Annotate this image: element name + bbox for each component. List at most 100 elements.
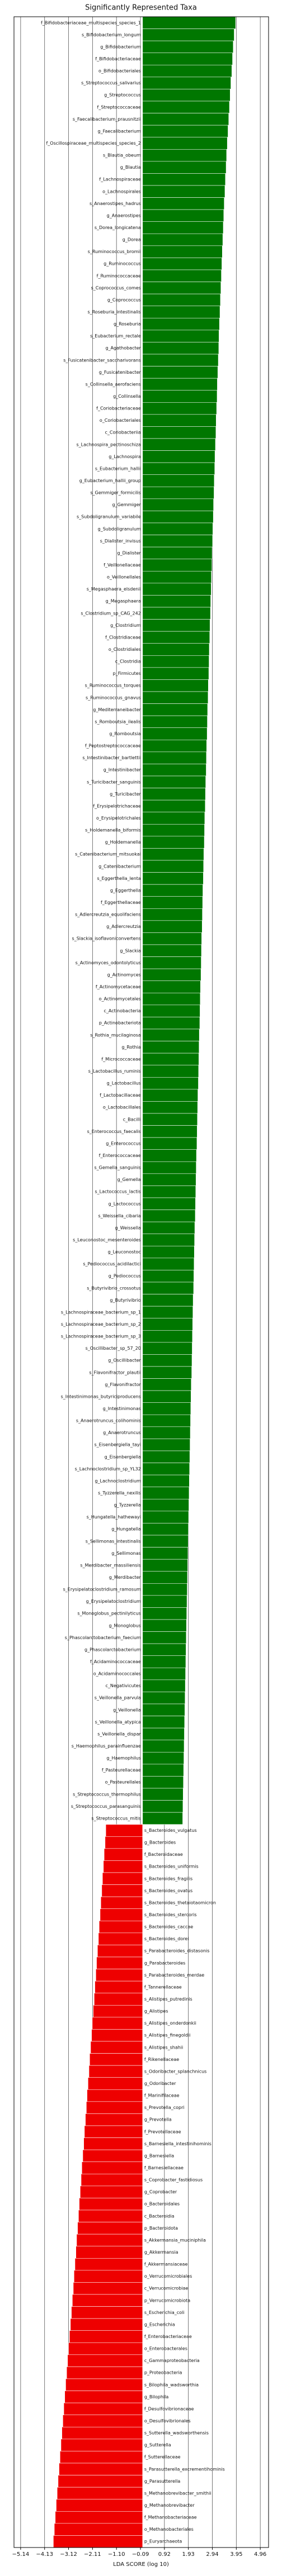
bar [142,896,203,909]
bar [142,1318,193,1331]
y-tick-label: g_Monoglobus [109,1623,140,1628]
bar [142,1221,195,1235]
bar [142,908,203,921]
y-tick-label: c_Clostridia [115,659,141,664]
bar [142,1535,189,1547]
y-tick-label: f_Coriobacteriaceae [96,406,141,411]
y-tick-label: f_Lactobacillaceae [100,1093,141,1098]
y-tick-label: g_Oscillibacter [108,1358,141,1363]
bar [142,378,218,391]
y-tick-label: g_Anaerotruncus [103,1430,141,1435]
y-tick-label: s_Catenibacterium_mitsuokai [75,852,141,857]
bar [80,2185,143,2198]
y-tick-label: f_Bifidobacteriaceae [95,56,141,61]
bar [73,2270,143,2283]
y-tick-label: p_Euryarchaeota [144,2539,182,2544]
y-tick-label: g_Lactobacillus [107,1081,141,1086]
y-tick-label: s_Alistipes_shahii [144,2045,183,2050]
bar [98,1932,143,1945]
bar [142,1487,190,1499]
bar [69,2330,143,2343]
bar [78,2210,143,2222]
y-tick-label: s_Barnesiella_intestinihominis [144,2141,212,2146]
y-tick-label: s_Roseburia_intestinalis [87,309,140,315]
x-tick-label: 4.96 [254,2551,266,2558]
y-tick-label: s_Escherichia_coli [144,2310,185,2315]
y-tick-label: s_Bilophila_wadsworthia [144,2382,199,2387]
y-tick-label: g_Actinomyces [107,972,141,977]
bar [142,619,210,632]
y-tick-label: s_Bacteroides_ovatus [144,1888,192,1893]
bar [142,149,227,162]
bar [142,1366,192,1379]
y-tick-label: g_Leuconostoc [108,1250,141,1255]
y-tick-label: s_Subdoligranulum_variabile [77,515,141,520]
x-tick-label: 3.95 [230,2551,242,2558]
bar [142,245,223,258]
bar [142,570,212,584]
chart-title: Significantly Represented Taxa [85,4,197,12]
bar [84,2125,143,2138]
y-tick-label: c_Gammaproteobacteria [144,2358,200,2363]
y-tick-label: s_Akkermansia_muciniphila [144,2237,206,2242]
y-tick-label: c_Verrucomicrobiae [144,2286,189,2291]
y-tick-label: g_Erysipelatoclostridium [86,1599,141,1604]
bar [76,2234,143,2247]
y-tick-label: g_Dialister [118,550,142,555]
y-tick-label: g_Intestinimonas [103,1406,141,1411]
bar [101,1884,143,1897]
bar [142,1101,198,1114]
bar [142,1740,185,1753]
y-tick-label: g_Sutterella [144,2442,171,2448]
y-tick-label: s_Merdibacter_massiliensis [80,1563,140,1568]
bar [142,836,205,849]
bar [103,1860,143,1873]
bar [142,1053,199,1066]
y-tick-label: s_Sutterella_wadsworthensis [144,2431,209,2436]
y-tick-label: g_Escherichia [144,2322,175,2327]
y-tick-label: s_Anaerostipes_hadrus [90,201,141,206]
y-tick-label: o_Veillonellales [107,575,141,580]
bar [66,2367,143,2379]
bar [81,2173,143,2187]
bar [142,1583,187,1596]
bar [142,40,234,54]
y-tick-label: p_Bacteroidota [144,2226,178,2231]
bar [142,16,236,29]
y-tick-label: g_Pediococcus [109,1274,141,1279]
y-tick-label: s_Lachnospiraceae_bacterium_sp_3 [61,1334,141,1339]
y-tick-label: f_Enterobacteriaceae [144,2334,192,2339]
bar [85,2113,143,2126]
y-tick-label: g_Prevotella [144,2117,172,2122]
bar [79,2198,143,2211]
bar [142,559,212,572]
y-tick-label: o_Methanobacteriales [144,2527,194,2532]
y-tick-label: s_Veillonella_atypica [95,1720,141,1725]
bar [142,366,218,379]
y-tick-label: g_Coprococcus [107,297,141,302]
bar [142,1077,199,1090]
y-tick-label: s_Leuconostoc_mesenteroides [73,1237,141,1242]
bar [142,64,232,78]
y-tick-label: g_Streptococcus [104,93,141,98]
bar [142,522,213,535]
bar [142,450,215,463]
bar [97,1945,143,1958]
bar [142,1041,200,1054]
y-tick-label: f_Sutterellaceae [144,2455,181,2460]
y-tick-label: s_Bacteroides_thetaiotaomicron [144,1900,216,1905]
y-tick-label: g_Fusicatenibacter [99,370,142,375]
bar [142,1210,196,1222]
bar [142,221,224,234]
y-tick-label: s_Lactococcus_lactis [95,1189,140,1194]
y-tick-label: s_Sellimonas_intestinalis [86,1539,141,1544]
y-tick-label: g_Lactococcus [109,1201,141,1206]
y-tick-label: s_Romboutsia_ilealis [95,719,140,724]
y-tick-label: s_Eisenbergiella_tayi [95,1442,141,1447]
bar [142,872,204,885]
x-tick-label: −0.09 [132,2551,149,2558]
bar [142,1716,185,1729]
y-tick-label: g_Clostridium [110,623,141,628]
y-tick-label: f_Acidaminococcaceae [90,1659,141,1664]
bar [89,2053,143,2066]
